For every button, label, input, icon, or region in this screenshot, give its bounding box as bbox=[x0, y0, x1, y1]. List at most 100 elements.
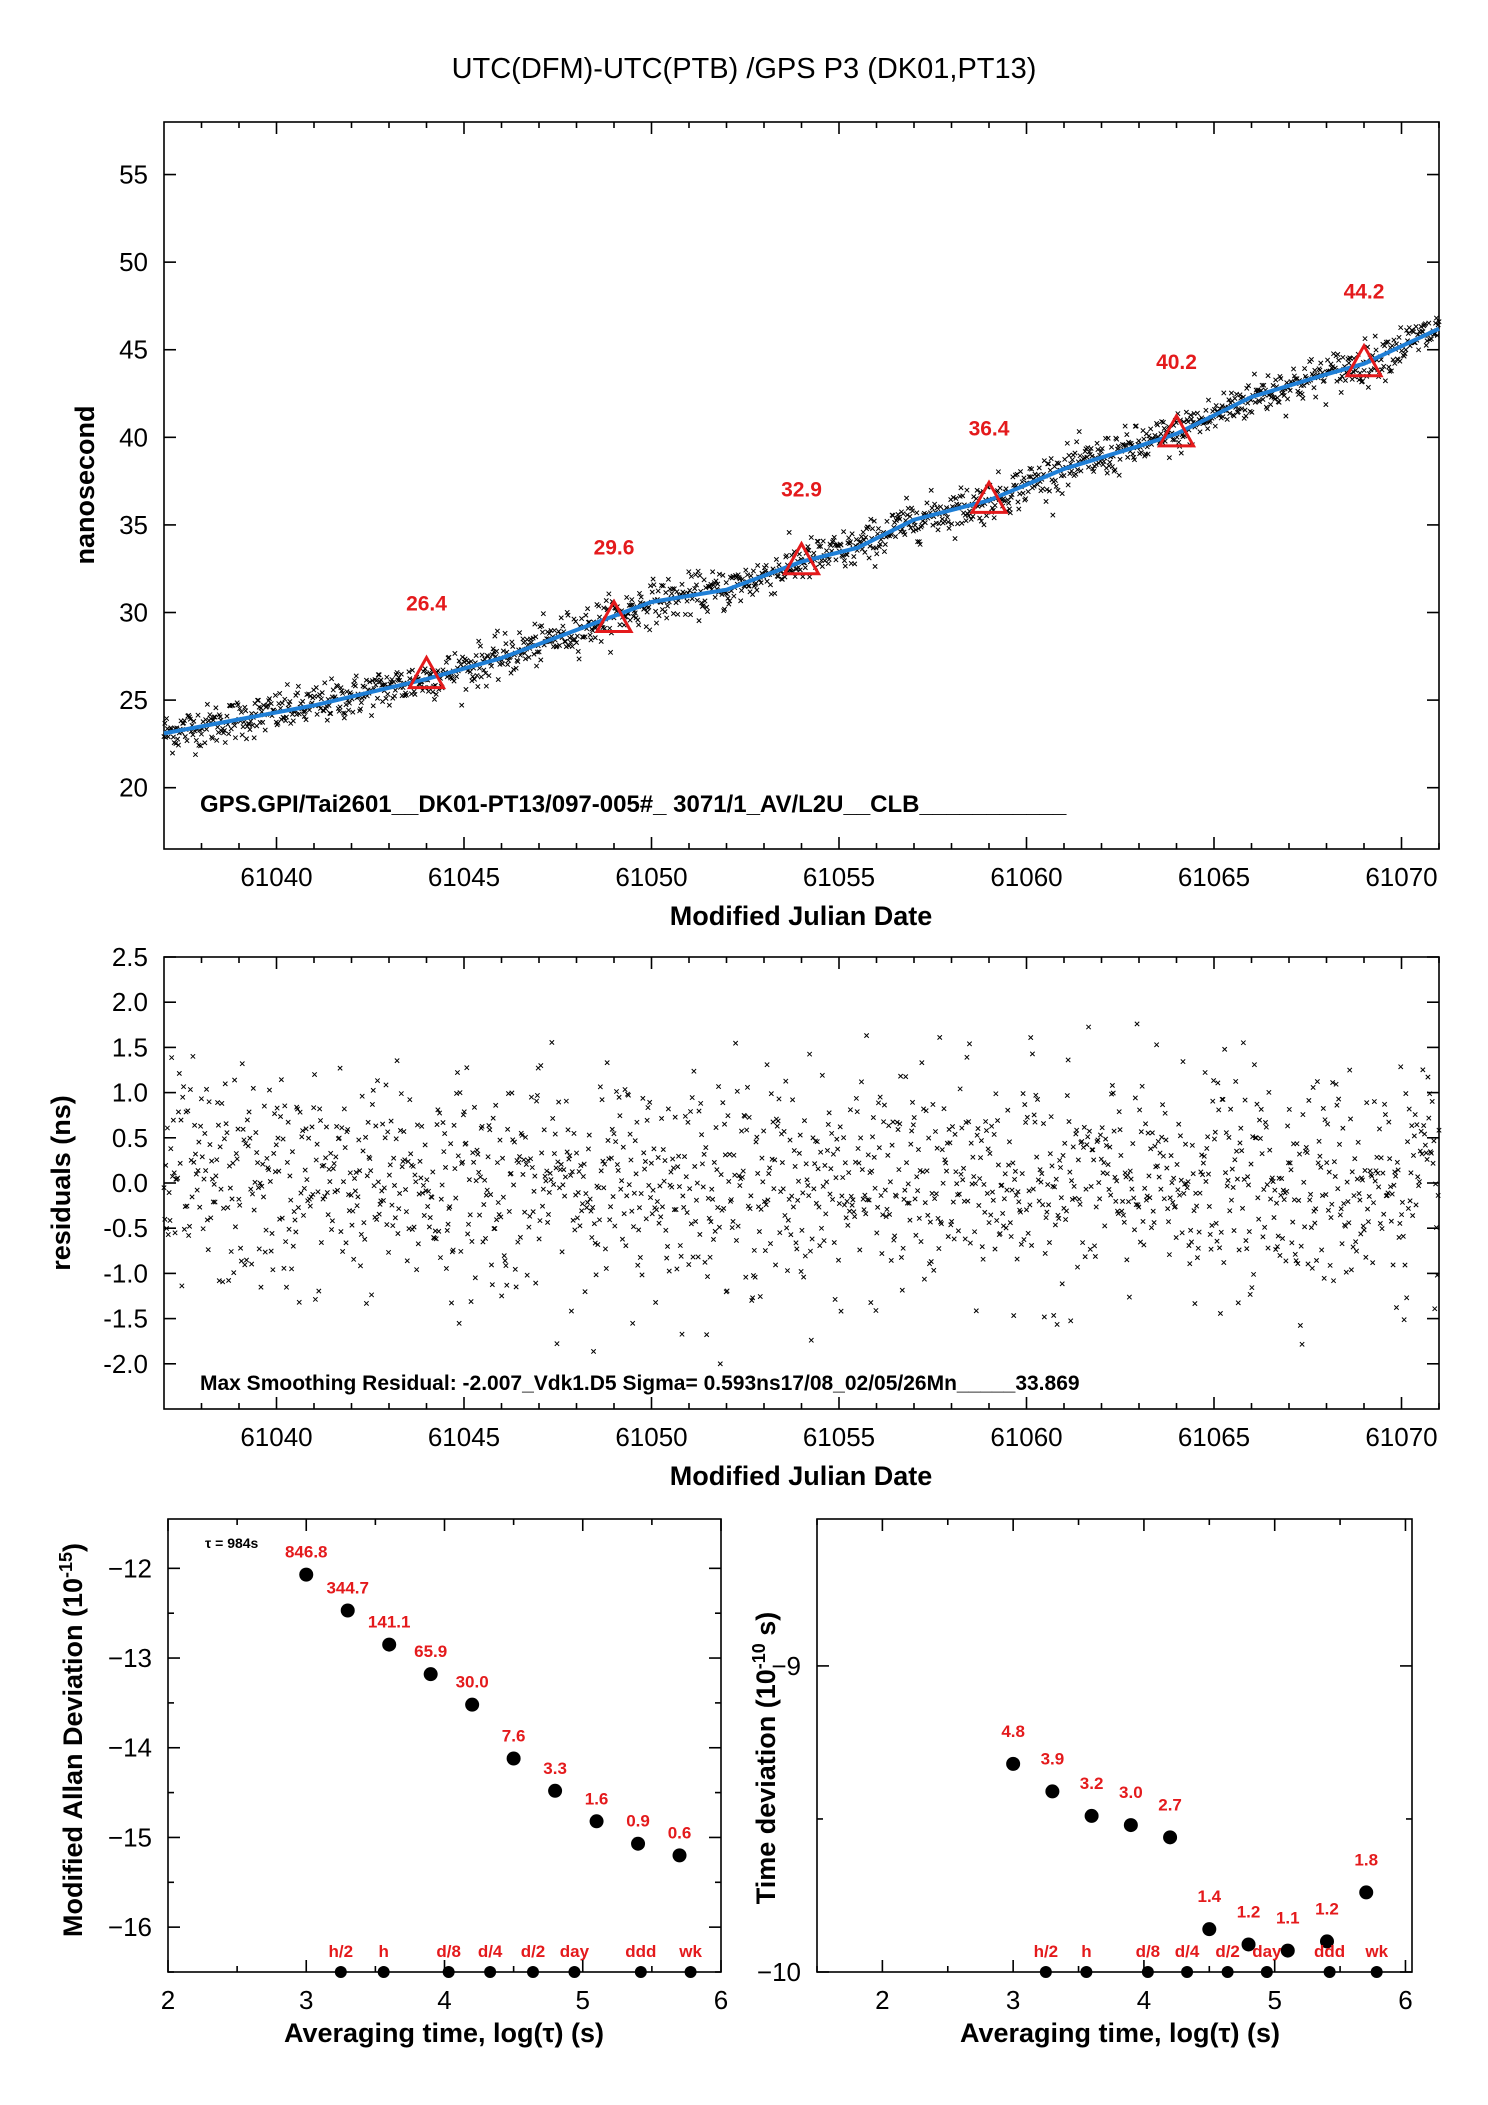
residual-point bbox=[1120, 1212, 1126, 1218]
residual-point bbox=[1327, 1262, 1333, 1268]
interval-marker-label: ddd bbox=[1314, 1942, 1345, 1961]
residual-point bbox=[1130, 1141, 1136, 1147]
residual-point bbox=[1114, 1178, 1120, 1184]
data-point bbox=[530, 635, 536, 641]
residual-point bbox=[829, 1130, 835, 1136]
residual-point bbox=[301, 1185, 307, 1191]
residual-point bbox=[925, 1212, 931, 1218]
residual-point bbox=[877, 1094, 883, 1100]
data-point bbox=[1372, 333, 1378, 339]
residual-point bbox=[1381, 1211, 1387, 1217]
residual-point bbox=[1392, 1169, 1398, 1175]
residual-point bbox=[1269, 1175, 1275, 1181]
residual-point bbox=[750, 1295, 756, 1301]
residual-point bbox=[1408, 1170, 1414, 1176]
residual-point bbox=[793, 1240, 799, 1246]
residual-point bbox=[806, 1193, 812, 1199]
smoothing-line bbox=[163, 326, 1440, 736]
residual-point bbox=[1364, 1100, 1370, 1106]
residual-point bbox=[804, 1177, 810, 1183]
data-point bbox=[1131, 457, 1138, 463]
data-point bbox=[1203, 407, 1209, 413]
data-point bbox=[784, 553, 790, 559]
interval-marker bbox=[442, 1966, 455, 1978]
residual-point bbox=[1115, 1210, 1121, 1217]
data-point bbox=[272, 692, 278, 698]
residual-point bbox=[1095, 1137, 1101, 1143]
residual-point bbox=[324, 1190, 330, 1196]
data-point bbox=[468, 658, 474, 665]
residual-point bbox=[964, 1054, 970, 1060]
residual-point bbox=[624, 1193, 630, 1199]
residual-point bbox=[979, 1244, 985, 1250]
mdev-plot-ticks: 2 3 4 5 6−16−15−14−13−12 bbox=[108, 1519, 728, 2015]
residual-point bbox=[733, 1237, 739, 1243]
residual-point bbox=[420, 1190, 426, 1196]
data-point bbox=[601, 605, 607, 611]
residual-point bbox=[1111, 1128, 1117, 1134]
data-point bbox=[587, 632, 593, 638]
residual-point bbox=[790, 1204, 796, 1210]
residual-point bbox=[383, 1082, 389, 1088]
data-point bbox=[266, 696, 273, 702]
residual-point bbox=[338, 1228, 344, 1235]
residual-point bbox=[233, 1150, 239, 1157]
deviation-point-label: 1.6 bbox=[585, 1789, 609, 1808]
residual-point bbox=[492, 1225, 498, 1232]
residual-point bbox=[1116, 1109, 1122, 1115]
residual-point bbox=[832, 1296, 838, 1302]
main-plot-annotation: GPS.GPI/Tai2601__DK01-PT13/097-005#_ 307… bbox=[200, 791, 1067, 818]
residual-point bbox=[755, 1170, 761, 1177]
residual-point bbox=[995, 1118, 1001, 1124]
residual-point bbox=[576, 1168, 582, 1175]
residual-point bbox=[194, 1187, 200, 1193]
residual-point bbox=[821, 1238, 827, 1244]
data-point bbox=[588, 637, 594, 643]
data-point bbox=[203, 726, 210, 732]
residual-point bbox=[909, 1128, 915, 1134]
data-point bbox=[1121, 442, 1127, 448]
x-tick-label: 61045 bbox=[428, 1422, 500, 1452]
residual-point bbox=[787, 1137, 793, 1143]
residual-point bbox=[513, 1284, 519, 1290]
data-point bbox=[222, 739, 228, 746]
residual-point bbox=[693, 1197, 700, 1203]
residual-point bbox=[1119, 1208, 1125, 1214]
residual-point bbox=[818, 1225, 825, 1231]
residual-point bbox=[270, 1267, 276, 1273]
residual-point bbox=[627, 1131, 633, 1137]
residual-point bbox=[317, 1106, 323, 1112]
residual-point bbox=[1393, 1304, 1400, 1311]
residual-point bbox=[927, 1219, 933, 1225]
residual-point bbox=[1165, 1219, 1172, 1225]
residual-point bbox=[1300, 1112, 1306, 1118]
residual-point bbox=[1222, 1046, 1228, 1052]
data-point bbox=[1290, 366, 1297, 372]
residual-point bbox=[532, 1173, 538, 1179]
data-point bbox=[1046, 461, 1052, 467]
interval-marker bbox=[484, 1966, 497, 1978]
residual-point bbox=[1254, 1101, 1260, 1107]
residual-point bbox=[1143, 1197, 1149, 1203]
residual-point bbox=[718, 1171, 724, 1178]
residual-point bbox=[676, 1153, 682, 1159]
data-point bbox=[1154, 422, 1161, 428]
residual-point bbox=[340, 1179, 347, 1185]
residual-point bbox=[908, 1141, 914, 1147]
residual-point bbox=[665, 1106, 671, 1112]
data-point bbox=[867, 543, 873, 549]
residual-point bbox=[1278, 1192, 1284, 1198]
residual-point bbox=[1339, 1241, 1345, 1247]
residual-point bbox=[371, 1183, 377, 1189]
interval-marker-label: d/8 bbox=[436, 1942, 461, 1961]
data-point bbox=[209, 735, 216, 741]
residual-point bbox=[742, 1113, 748, 1119]
residual-point bbox=[1285, 1160, 1292, 1166]
data-point bbox=[1245, 383, 1252, 389]
residual-point bbox=[1224, 1183, 1230, 1189]
residual-point bbox=[567, 1153, 573, 1159]
residual-point bbox=[1250, 1134, 1256, 1140]
data-point bbox=[195, 712, 201, 718]
y-tick-label: 2.5 bbox=[112, 942, 148, 972]
data-point bbox=[302, 708, 308, 715]
